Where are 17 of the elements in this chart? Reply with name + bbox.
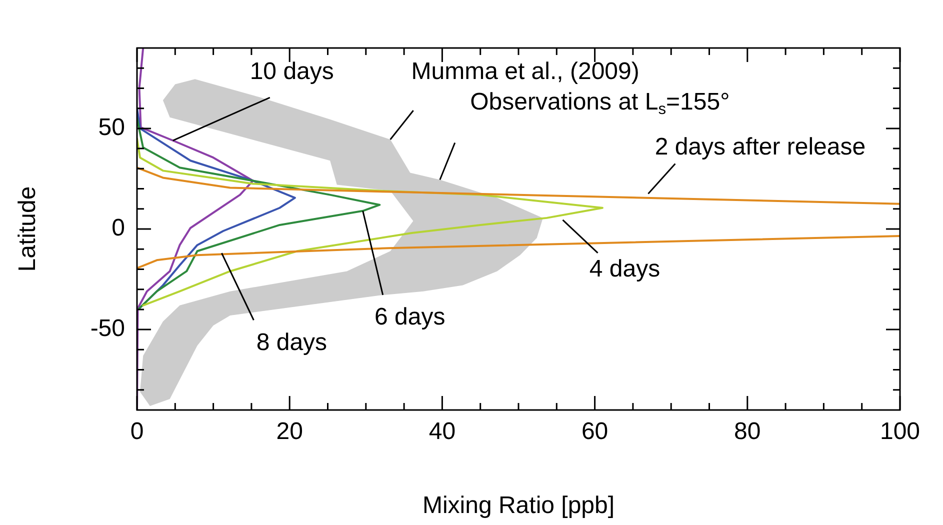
annotation: Mumma et al., (2009) [411, 58, 640, 86]
x-tick-label: 100 [880, 418, 920, 446]
y-tick-label: 50 [98, 114, 125, 142]
x-tick-label: 80 [734, 418, 761, 446]
annotation: 4 days [589, 256, 660, 283]
y-tick-label: -50 [90, 315, 125, 342]
annotation: 2 days after release [654, 133, 866, 160]
x-axis-title: Mixing Ratio [ppb] [422, 492, 615, 520]
y-tick-label: 0 [112, 214, 125, 242]
annotation: 8 days [256, 328, 328, 356]
annotation: 6 days [374, 304, 446, 331]
x-tick-label: 20 [276, 418, 303, 446]
annotation: 10 days [250, 58, 334, 86]
x-tick-label: 60 [581, 418, 608, 446]
x-tick-label: 40 [428, 418, 456, 446]
x-tick-label: 0 [130, 418, 144, 446]
y-axis-title: Latitude [14, 186, 42, 272]
